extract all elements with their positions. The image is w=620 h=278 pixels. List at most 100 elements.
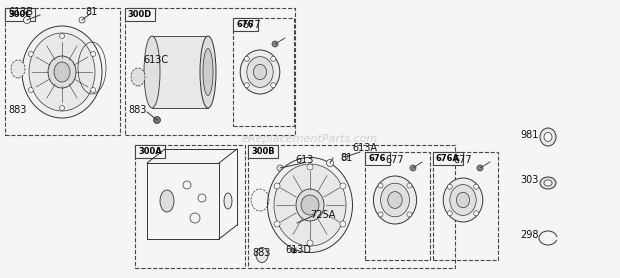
Ellipse shape xyxy=(22,26,102,118)
Bar xyxy=(365,152,430,260)
Ellipse shape xyxy=(540,128,556,146)
Ellipse shape xyxy=(224,193,232,209)
Ellipse shape xyxy=(240,50,280,94)
Text: eReplacementParts.com: eReplacementParts.com xyxy=(242,134,378,144)
Text: 300A: 300A xyxy=(138,147,162,156)
Circle shape xyxy=(378,183,383,188)
Circle shape xyxy=(340,183,346,189)
Ellipse shape xyxy=(456,192,469,208)
Circle shape xyxy=(407,212,412,217)
Circle shape xyxy=(60,105,64,110)
Bar xyxy=(135,145,245,268)
Bar xyxy=(233,18,294,126)
Text: 676: 676 xyxy=(236,20,254,29)
Ellipse shape xyxy=(274,164,346,246)
Circle shape xyxy=(272,41,278,47)
Ellipse shape xyxy=(267,158,353,252)
Circle shape xyxy=(340,221,346,227)
Ellipse shape xyxy=(544,133,552,142)
Ellipse shape xyxy=(247,57,273,87)
Ellipse shape xyxy=(254,64,267,80)
Circle shape xyxy=(271,56,276,61)
Circle shape xyxy=(477,165,483,171)
Ellipse shape xyxy=(131,68,145,86)
Bar xyxy=(147,163,219,239)
Ellipse shape xyxy=(48,56,76,88)
Circle shape xyxy=(271,83,276,88)
Text: 981: 981 xyxy=(520,130,538,140)
Bar xyxy=(125,8,295,135)
Text: 677: 677 xyxy=(385,155,404,165)
Text: 677: 677 xyxy=(242,20,260,30)
Ellipse shape xyxy=(540,177,556,189)
Circle shape xyxy=(327,160,334,167)
Circle shape xyxy=(410,165,416,171)
Text: 303: 303 xyxy=(520,175,538,185)
Bar xyxy=(152,36,208,108)
Text: 883: 883 xyxy=(252,248,270,258)
Text: 300B: 300B xyxy=(251,147,275,156)
Ellipse shape xyxy=(443,178,483,222)
Circle shape xyxy=(307,164,313,170)
Circle shape xyxy=(183,181,191,189)
Bar xyxy=(233,18,257,31)
Ellipse shape xyxy=(144,36,160,108)
Circle shape xyxy=(244,56,249,61)
Ellipse shape xyxy=(11,60,25,78)
Circle shape xyxy=(198,194,206,202)
Bar xyxy=(5,8,120,135)
Ellipse shape xyxy=(544,180,552,186)
Bar xyxy=(248,145,278,158)
Circle shape xyxy=(24,16,30,24)
Text: 613B: 613B xyxy=(8,7,33,17)
Text: 676A: 676A xyxy=(436,154,460,163)
Circle shape xyxy=(79,17,85,23)
Ellipse shape xyxy=(381,183,409,217)
Circle shape xyxy=(474,184,479,189)
Text: 676: 676 xyxy=(368,154,386,163)
Text: 677: 677 xyxy=(453,155,472,165)
Ellipse shape xyxy=(450,185,476,215)
Ellipse shape xyxy=(388,192,402,208)
Circle shape xyxy=(407,183,412,188)
Ellipse shape xyxy=(160,190,174,212)
Text: 883: 883 xyxy=(8,105,27,115)
Bar xyxy=(433,152,498,260)
Text: 883: 883 xyxy=(128,105,146,115)
Circle shape xyxy=(447,184,452,189)
Circle shape xyxy=(474,211,479,216)
Ellipse shape xyxy=(203,49,213,95)
Text: 81: 81 xyxy=(340,153,352,163)
Text: 725A: 725A xyxy=(310,210,335,220)
Text: 613: 613 xyxy=(295,155,313,165)
Text: 81: 81 xyxy=(85,7,97,17)
Text: 300D: 300D xyxy=(128,10,152,19)
Text: 298: 298 xyxy=(520,230,539,240)
Circle shape xyxy=(277,165,283,171)
Ellipse shape xyxy=(373,176,417,224)
Ellipse shape xyxy=(200,36,216,108)
Circle shape xyxy=(244,83,249,88)
Circle shape xyxy=(190,213,200,223)
Ellipse shape xyxy=(256,247,268,262)
Ellipse shape xyxy=(301,195,319,215)
Text: 300C: 300C xyxy=(8,10,32,19)
Text: 613C: 613C xyxy=(143,55,168,65)
Bar xyxy=(5,8,35,21)
Bar xyxy=(365,152,389,165)
Text: 613D: 613D xyxy=(285,245,311,255)
Circle shape xyxy=(378,212,383,217)
Circle shape xyxy=(447,211,452,216)
Circle shape xyxy=(91,51,95,56)
Circle shape xyxy=(60,34,64,38)
Circle shape xyxy=(293,220,301,227)
Circle shape xyxy=(274,221,280,227)
Circle shape xyxy=(154,116,161,123)
Circle shape xyxy=(342,154,348,160)
Ellipse shape xyxy=(54,62,70,82)
Circle shape xyxy=(29,88,33,93)
Bar xyxy=(135,145,165,158)
Circle shape xyxy=(274,183,280,189)
Text: 613A: 613A xyxy=(352,143,377,153)
Bar xyxy=(248,145,455,268)
